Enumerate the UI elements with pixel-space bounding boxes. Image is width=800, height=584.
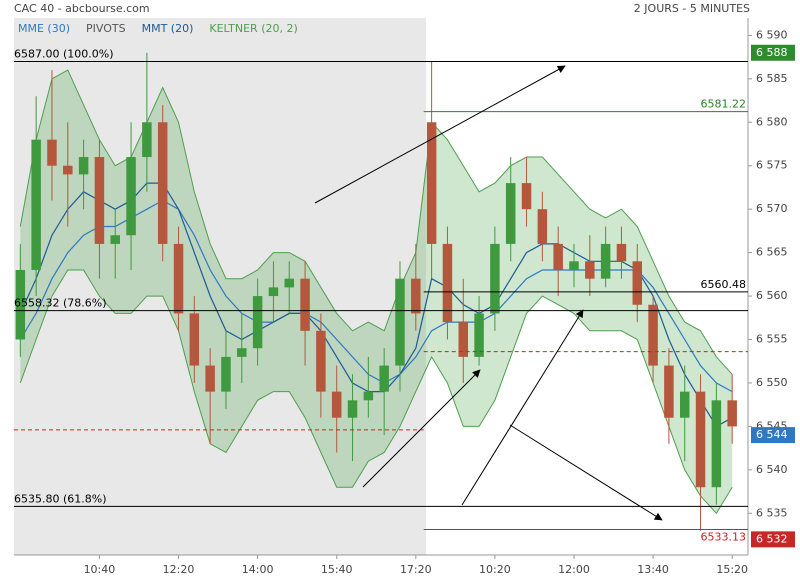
level-label: 6581.22 — [701, 98, 747, 111]
band-lower — [19, 269, 733, 515]
candle-body — [268, 287, 279, 297]
candle-body — [157, 122, 168, 244]
x-tick-label: 12:20 — [163, 563, 195, 576]
x-tick-label: 10:20 — [479, 563, 511, 576]
candle-body — [537, 209, 548, 244]
candle-body — [316, 330, 326, 392]
candle-body — [600, 243, 611, 279]
candle-body — [521, 183, 532, 210]
level-label: 6587.00 (100.0%) — [14, 47, 114, 60]
price-tag — [751, 531, 795, 548]
legend-entry: KELTNER (20, 2) — [209, 22, 297, 35]
candle-body — [490, 243, 500, 314]
level-label: 6558.32 (78.6%) — [14, 297, 107, 310]
y-tick-label: 6 570 — [756, 202, 788, 215]
candle-body — [553, 243, 563, 270]
candle-body — [15, 269, 26, 340]
candle-body — [632, 261, 643, 305]
candle-body — [363, 391, 374, 401]
candle-body — [505, 183, 516, 244]
y-tick-label: 6 550 — [756, 376, 788, 389]
price-tag-label: 6 532 — [756, 532, 788, 545]
candle-body — [300, 278, 310, 331]
arrow — [509, 424, 663, 521]
candle-body — [379, 365, 389, 392]
price-tag — [751, 44, 795, 61]
y-tick-label: 6 560 — [756, 289, 788, 302]
candle-body — [31, 139, 41, 270]
candle-body — [189, 313, 200, 366]
candle-body — [347, 400, 358, 418]
candle-body — [616, 243, 627, 262]
chart-subtitle: 2 JOURS - 5 MINUTES — [634, 2, 750, 15]
y-tick-label: 6 540 — [756, 463, 788, 476]
candle-body — [411, 278, 421, 314]
arrow — [362, 369, 481, 488]
y-tick-label: 6 580 — [756, 115, 788, 128]
candle-body — [585, 261, 595, 279]
candle-body — [173, 243, 184, 314]
x-tick-label: 15:20 — [716, 563, 748, 576]
x-tick-label: 15:40 — [321, 563, 353, 576]
legend-entry: PIVOTS — [86, 22, 126, 35]
candle-body — [727, 400, 737, 427]
y-tick-label: 6 535 — [756, 506, 788, 519]
candle-body — [679, 391, 690, 418]
arrow — [314, 65, 566, 204]
candle-body — [126, 157, 136, 236]
y-tick-label: 6 565 — [756, 246, 788, 259]
candle-body — [78, 157, 89, 175]
y-tick-label: 6 585 — [756, 72, 788, 85]
y-tick-label: 6 590 — [756, 28, 788, 41]
candle-body — [63, 165, 73, 175]
candle-body — [569, 261, 579, 270]
candle-body — [458, 322, 469, 357]
candle-body — [648, 304, 658, 366]
level-label: 6533.13 — [701, 531, 747, 544]
candle-body — [142, 122, 152, 158]
price-tag-label: 6 544 — [756, 428, 788, 441]
level-label: 6560.48 — [701, 278, 747, 291]
price-tag — [751, 427, 795, 444]
candle-body — [474, 313, 484, 357]
x-tick-label: 14:00 — [242, 563, 274, 576]
candle-body — [711, 400, 722, 488]
candle-body — [110, 235, 120, 244]
arrow — [461, 309, 584, 506]
candle-body — [664, 365, 674, 418]
candle-body — [284, 278, 294, 288]
ma-line — [19, 199, 733, 393]
candle-body — [395, 278, 405, 366]
candle-body — [221, 356, 231, 392]
candle-body — [237, 348, 247, 357]
ma-line — [19, 182, 733, 428]
y-tick-label: 6 555 — [756, 333, 788, 346]
price-tag-label: 6 588 — [756, 46, 788, 59]
x-tick-label: 17:20 — [400, 563, 432, 576]
arrows — [314, 65, 663, 521]
x-tick-label: 12:00 — [558, 563, 590, 576]
legend-entry: MME (30) — [18, 22, 70, 35]
band-upper — [19, 69, 733, 375]
candle-body — [442, 243, 453, 323]
band-area — [20, 70, 733, 514]
candle-body — [695, 391, 706, 488]
legend-entry: MMT (20) — [142, 22, 194, 35]
candle-body — [94, 157, 105, 244]
candle-body — [205, 365, 215, 392]
x-tick-label: 10:40 — [84, 563, 116, 576]
candle-body — [252, 296, 263, 349]
y-tick-label: 6 575 — [756, 159, 788, 172]
candle-body — [47, 139, 57, 166]
candle-body — [426, 122, 437, 244]
chart-title: CAC 40 - abcbourse.com — [14, 2, 150, 15]
level-label: 6535.80 (61.8%) — [14, 492, 107, 505]
x-tick-label: 13:40 — [637, 563, 669, 576]
candle-body — [331, 391, 342, 418]
